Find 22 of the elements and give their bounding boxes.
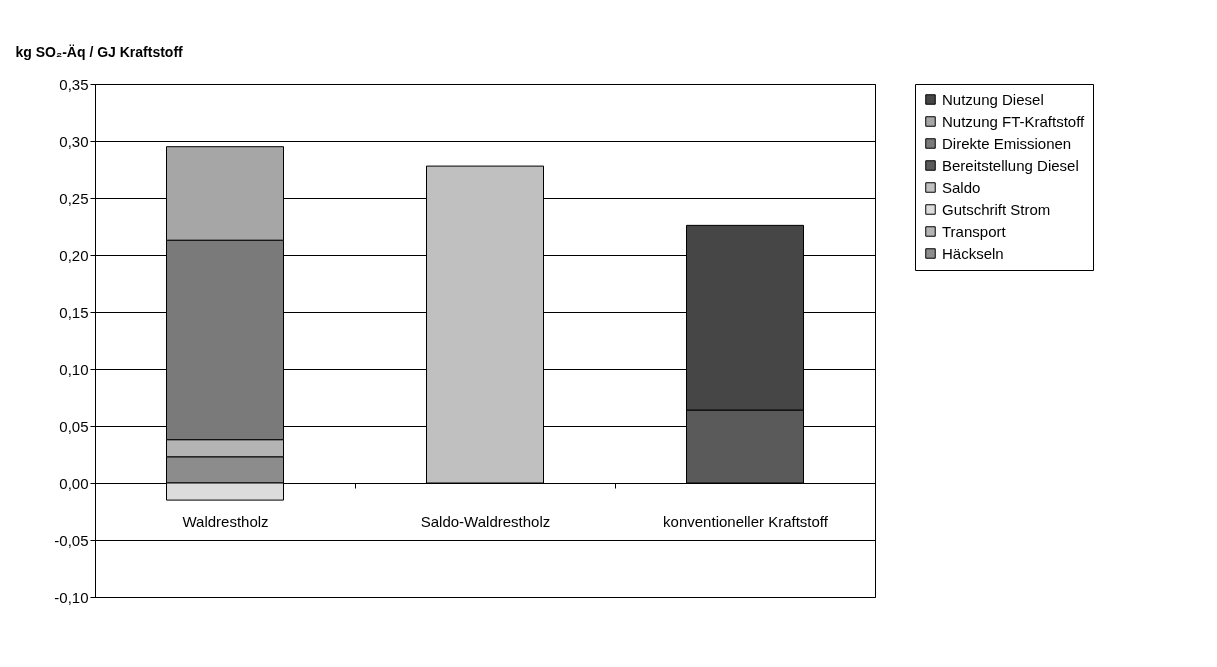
y-tick-label: 0,20 bbox=[59, 246, 89, 264]
legend-label: Nutzung Diesel bbox=[942, 90, 1044, 108]
legend-label: Direkte Emissionen bbox=[942, 134, 1072, 152]
x-tick-label: Saldo-Waldrestholz bbox=[420, 512, 551, 530]
y-tick-label: 0,35 bbox=[59, 75, 89, 93]
legend-label: Saldo bbox=[942, 178, 981, 196]
y-tick-label: 0,00 bbox=[59, 474, 89, 492]
legend-label: Gutschrift Strom bbox=[942, 200, 1051, 218]
y-tick-label: 0,05 bbox=[59, 417, 89, 435]
legend-label: Transport bbox=[942, 222, 1007, 240]
y-tick-label: -0,05 bbox=[54, 531, 89, 549]
legend-label: Häckseln bbox=[942, 244, 1004, 262]
y-axis-title: kg SO₂-Äq / GJ Kraftstoff bbox=[15, 43, 184, 60]
y-tick-label: 0,15 bbox=[59, 303, 89, 321]
legend-label: Nutzung FT-Kraftstoff bbox=[942, 112, 1086, 130]
y-tick-label: 0,30 bbox=[59, 132, 89, 150]
y-tick-label: 0,25 bbox=[59, 189, 89, 207]
x-tick-label: Waldrestholz bbox=[182, 512, 269, 530]
x-tick-label: konventioneller Kraftstoff bbox=[663, 512, 829, 530]
y-tick-label: -0,10 bbox=[54, 588, 89, 606]
y-tick-label: 0,10 bbox=[59, 360, 89, 378]
legend-label: Bereitstellung Diesel bbox=[942, 156, 1079, 174]
